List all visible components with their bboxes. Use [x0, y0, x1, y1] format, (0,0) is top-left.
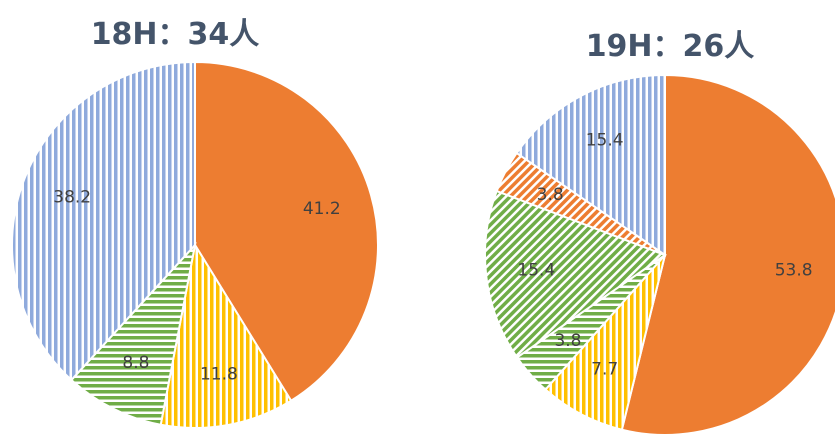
pie-slice — [620, 73, 835, 435]
pie-slice — [194, 60, 379, 403]
pie-slice — [484, 189, 668, 359]
pie-slice — [11, 60, 196, 382]
data-label: 15.4 — [517, 261, 555, 281]
data-label: 8.8 — [122, 353, 149, 373]
data-label: 11.8 — [200, 365, 238, 385]
data-label: 7.7 — [591, 360, 618, 380]
data-label: 15.4 — [586, 130, 624, 150]
pie-slice — [515, 73, 666, 257]
chart-title: 19H：26人 — [586, 29, 755, 64]
chart-title: 18H：34人 — [91, 17, 260, 52]
data-label: 3.8 — [537, 185, 564, 205]
data-label: 53.8 — [775, 261, 813, 281]
data-label: 41.2 — [303, 199, 341, 219]
pie-slice — [159, 242, 293, 429]
data-label: 3.8 — [554, 331, 581, 351]
pie-slice — [70, 241, 197, 426]
data-label: 38.2 — [53, 187, 91, 207]
